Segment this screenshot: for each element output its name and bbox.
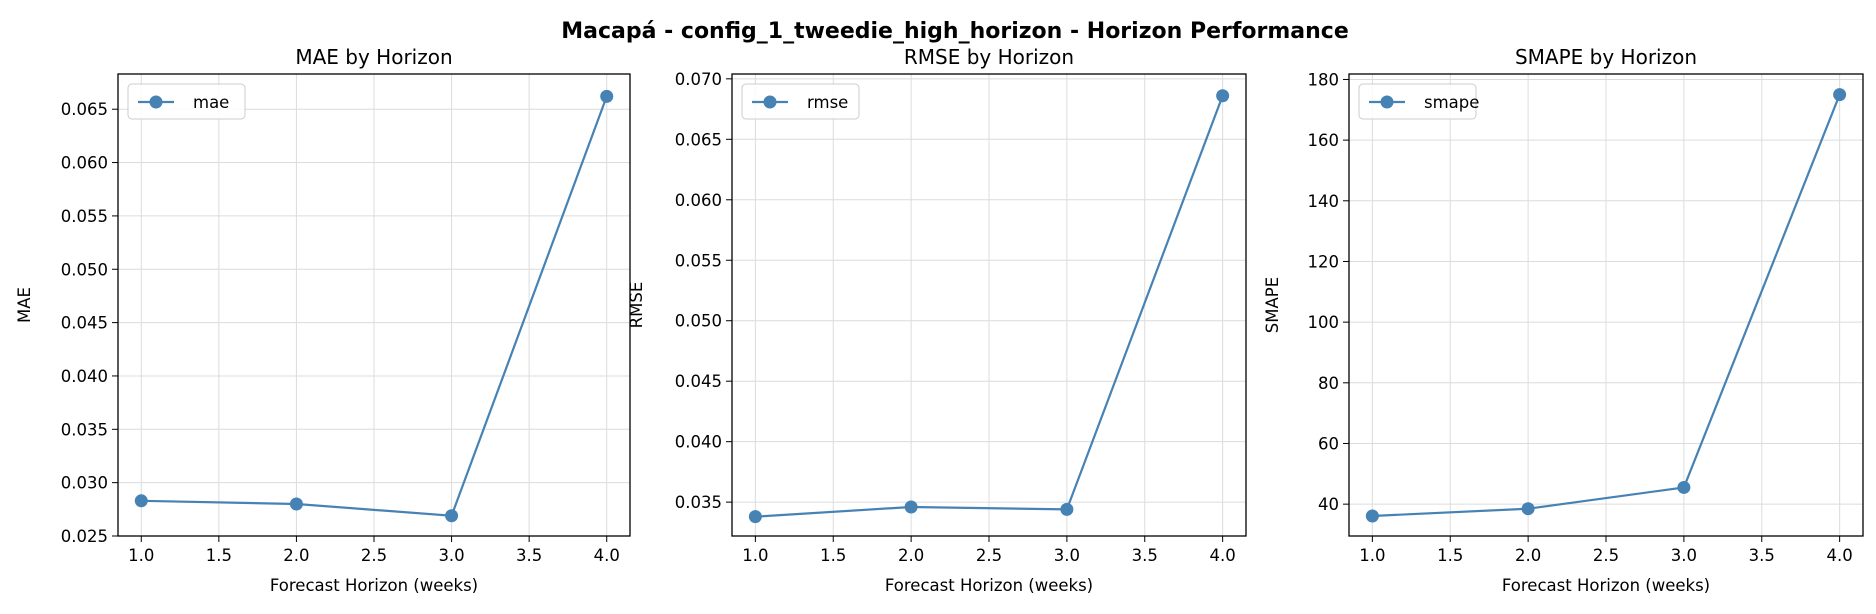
x-tick-label: 3.5: [1132, 546, 1158, 565]
x-tick-label: 3.5: [516, 546, 542, 565]
axes-frame: [117, 73, 631, 537]
data-point: [134, 494, 148, 508]
y-tick-label: 0.040: [675, 433, 722, 452]
x-tick-label: 2.0: [898, 546, 924, 565]
data-point: [1521, 502, 1535, 516]
x-tick-label: 3.0: [438, 546, 464, 565]
panel-title: SMAPE by Horizon: [1515, 45, 1697, 69]
y-tick-label: 0.045: [675, 372, 722, 391]
series-line-smape: [1372, 94, 1841, 518]
series-line-mae: [141, 96, 608, 517]
x-tick-label: 2.0: [283, 546, 309, 565]
y-tick-label: 180: [1308, 70, 1340, 89]
x-axis-label: Forecast Horizon (weeks): [1502, 576, 1710, 595]
chart-panel-2: 1.0 1.5 2.0 2.5 3.0 3.5 4.0 0.035 0.040 0.045 0.05…: [627, 45, 1247, 595]
series-line-rmse: [755, 95, 1224, 518]
y-tick-label: 80: [1318, 374, 1339, 393]
y-tick-label: 120: [1308, 252, 1340, 271]
chart-panel-3: 1.0 1.5 2.0 2.5 3.0 3.5 4.0 40 60 80 100 120 140 160 1…: [1263, 45, 1864, 595]
y-tick-label: 0.055: [675, 251, 722, 270]
legend-box: [1358, 83, 1477, 120]
axes-frame: [731, 73, 1247, 537]
data-point: [748, 510, 762, 524]
y-tick-label: 140: [1308, 192, 1340, 211]
data-point: [1216, 89, 1230, 103]
y-tick-label: 0.030: [61, 474, 108, 493]
x-tick-label: 3.5: [1749, 546, 1775, 565]
data-point: [1833, 88, 1847, 102]
data-point: [289, 497, 303, 511]
x-tick-label: 4.0: [594, 546, 620, 565]
panel-title: MAE by Horizon: [295, 45, 452, 69]
y-tick-label: 0.045: [61, 314, 108, 333]
x-tick-label: 1.5: [1437, 546, 1463, 565]
y-tick-label: 0.070: [675, 70, 722, 89]
y-tick-label: 0.035: [675, 493, 722, 512]
legend-box: [741, 83, 860, 120]
y-tick-label: 0.060: [61, 154, 108, 173]
x-tick-label: 1.5: [206, 546, 232, 565]
y-tick-label: 0.065: [675, 130, 722, 149]
data-point: [445, 509, 459, 523]
x-axis-label: Forecast Horizon (weeks): [885, 576, 1093, 595]
x-tick-label: 4.0: [1827, 546, 1853, 565]
x-tick-label: 1.5: [820, 546, 846, 565]
x-tick-label: 3.0: [1671, 546, 1697, 565]
y-tick-label: 100: [1308, 313, 1340, 332]
y-tick-label: 0.025: [61, 527, 108, 546]
y-tick-label: 0.065: [61, 100, 108, 119]
data-point: [1365, 509, 1379, 523]
y-tick-label: 0.035: [61, 420, 108, 439]
legend-label: mae: [193, 93, 229, 112]
x-tick-label: 3.0: [1054, 546, 1080, 565]
panel-title: RMSE by Horizon: [904, 45, 1074, 69]
data-point: [904, 500, 918, 514]
y-axis-label: RMSE: [627, 282, 646, 329]
legend-marker: [149, 95, 163, 109]
x-tick-label: 2.5: [361, 546, 387, 565]
y-tick-label: 0.060: [675, 191, 722, 210]
data-point: [1677, 480, 1691, 494]
y-tick-label: 60: [1318, 434, 1339, 453]
data-point: [1060, 502, 1074, 516]
legend-marker: [1380, 95, 1394, 109]
y-tick-label: 0.055: [61, 207, 108, 226]
x-tick-label: 2.5: [1593, 546, 1619, 565]
y-axis-label: SMAPE: [1263, 277, 1282, 333]
x-tick-label: 1.0: [742, 546, 768, 565]
figure-title: Macapá - config_1_tweedie_high_horizon -…: [561, 19, 1349, 44]
y-axis-label: MAE: [15, 287, 34, 323]
legend-label: smape: [1424, 93, 1479, 112]
x-tick-label: 4.0: [1210, 546, 1236, 565]
y-tick-label: 160: [1308, 131, 1340, 150]
x-axis-label: Forecast Horizon (weeks): [270, 576, 478, 595]
y-tick-label: 0.050: [675, 312, 722, 331]
legend-marker: [763, 95, 777, 109]
x-tick-label: 2.5: [976, 546, 1002, 565]
y-tick-label: 0.050: [61, 260, 108, 279]
legend-box: [127, 83, 246, 120]
panels: 1.0 1.5 2.0 2.5 3.0 3.5 4.0 0.025 0.030 0.035 0.04…: [15, 45, 1864, 595]
y-tick-label: 40: [1318, 495, 1339, 514]
legend-label: rmse: [807, 93, 848, 112]
x-tick-label: 2.0: [1515, 546, 1541, 565]
chart-panel-1: 1.0 1.5 2.0 2.5 3.0 3.5 4.0 0.025 0.030 0.035 0.04…: [15, 45, 631, 595]
x-tick-label: 1.0: [128, 546, 154, 565]
x-tick-label: 1.0: [1359, 546, 1385, 565]
y-tick-label: 0.040: [61, 367, 108, 386]
axes-frame: [1348, 73, 1864, 537]
data-point: [600, 89, 614, 103]
